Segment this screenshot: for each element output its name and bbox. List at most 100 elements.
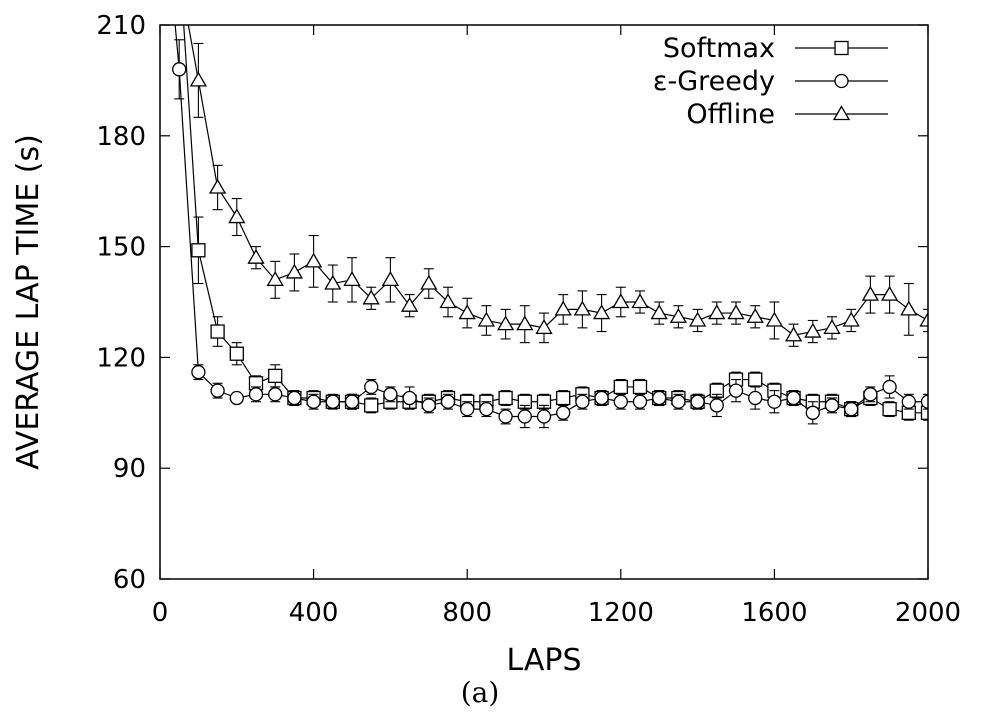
series-layer xyxy=(172,25,928,429)
data-point xyxy=(228,208,246,224)
data-point xyxy=(460,401,475,417)
y-axis-label: AVERAGE LAP TIME (s) xyxy=(11,134,46,470)
x-tick-label: 400 xyxy=(289,598,339,628)
data-point xyxy=(248,387,264,402)
data-point xyxy=(688,311,707,327)
data-point xyxy=(420,274,438,290)
data-point xyxy=(191,243,206,258)
data-point xyxy=(364,398,379,413)
data-point xyxy=(804,322,822,338)
data-point xyxy=(229,346,244,361)
series-line xyxy=(174,25,928,418)
data-point xyxy=(708,304,726,320)
tick-layer: 60 90 120 150 180 210 0 400 800 1200 1600 2000 xyxy=(96,11,961,628)
data-point xyxy=(189,71,208,87)
data-point xyxy=(844,401,859,417)
x-axis-label: LAPS xyxy=(506,643,581,678)
y-tick-label: 120 xyxy=(96,343,146,373)
data-point xyxy=(861,285,880,301)
legend-marker xyxy=(832,105,851,121)
data-point xyxy=(210,324,225,339)
data-point xyxy=(573,300,592,316)
legend-label: ε-Greedy xyxy=(653,66,775,97)
data-point xyxy=(362,289,380,305)
y-tick-label: 210 xyxy=(96,11,146,41)
data-point xyxy=(268,368,283,384)
data-point xyxy=(842,311,860,327)
data-point xyxy=(669,307,688,323)
data-point xyxy=(671,394,686,409)
data-point xyxy=(325,394,340,409)
legend-marker xyxy=(834,40,849,56)
data-point xyxy=(594,390,609,406)
data-point xyxy=(439,293,457,309)
data-point xyxy=(287,390,302,406)
data-point xyxy=(784,326,803,342)
data-point xyxy=(748,390,763,406)
data-point xyxy=(575,394,590,409)
data-point xyxy=(479,401,494,417)
y-tick-label: 60 xyxy=(113,565,146,595)
data-point xyxy=(344,394,360,409)
data-point xyxy=(824,398,840,413)
data-point xyxy=(208,178,227,194)
data-point xyxy=(919,311,928,327)
data-point xyxy=(632,379,648,395)
data-point xyxy=(517,409,532,424)
data-point xyxy=(210,383,225,398)
data-point xyxy=(765,311,784,327)
y-tick-label: 150 xyxy=(96,233,146,263)
x-tick-label: 2000 xyxy=(895,598,961,628)
data-point xyxy=(458,304,476,320)
x-tick-label: 1200 xyxy=(588,598,654,628)
data-point xyxy=(901,394,916,409)
data-point xyxy=(613,379,628,395)
data-point xyxy=(364,379,379,395)
x-tick-label: 0 xyxy=(152,598,169,628)
data-point xyxy=(690,394,705,409)
data-point xyxy=(477,311,496,327)
data-point xyxy=(613,394,628,409)
data-point xyxy=(440,394,456,409)
data-point xyxy=(632,394,648,409)
data-point xyxy=(746,307,764,323)
data-point xyxy=(191,365,206,380)
data-point xyxy=(516,315,534,331)
data-point xyxy=(920,405,928,420)
series-square xyxy=(183,25,928,421)
data-point xyxy=(400,296,419,312)
data-point xyxy=(709,398,724,413)
data-point xyxy=(306,394,321,409)
series-triangle xyxy=(187,25,928,347)
data-point xyxy=(266,271,284,286)
data-point xyxy=(496,315,515,331)
data-point xyxy=(863,387,878,402)
y-tick-label: 90 xyxy=(113,454,146,484)
data-point xyxy=(535,319,553,335)
data-point xyxy=(247,248,265,264)
series-line xyxy=(187,25,928,336)
data-point xyxy=(727,304,745,320)
data-point xyxy=(556,405,571,420)
data-point xyxy=(882,401,897,417)
series-circle xyxy=(172,25,928,429)
data-point xyxy=(383,387,398,402)
data-point xyxy=(880,285,899,301)
series-line xyxy=(183,25,928,414)
legend-label: Offline xyxy=(686,99,775,130)
data-point xyxy=(900,300,918,316)
x-tick-label: 800 xyxy=(442,598,492,628)
data-point xyxy=(612,293,630,309)
legend-label: Softmax xyxy=(663,33,775,64)
data-point xyxy=(498,390,513,406)
data-point xyxy=(767,394,782,409)
data-point xyxy=(381,271,400,286)
data-point xyxy=(650,304,668,320)
data-point xyxy=(498,409,513,424)
data-point xyxy=(748,372,763,387)
data-point xyxy=(285,263,304,279)
data-point xyxy=(556,390,571,406)
data-point xyxy=(343,271,361,286)
